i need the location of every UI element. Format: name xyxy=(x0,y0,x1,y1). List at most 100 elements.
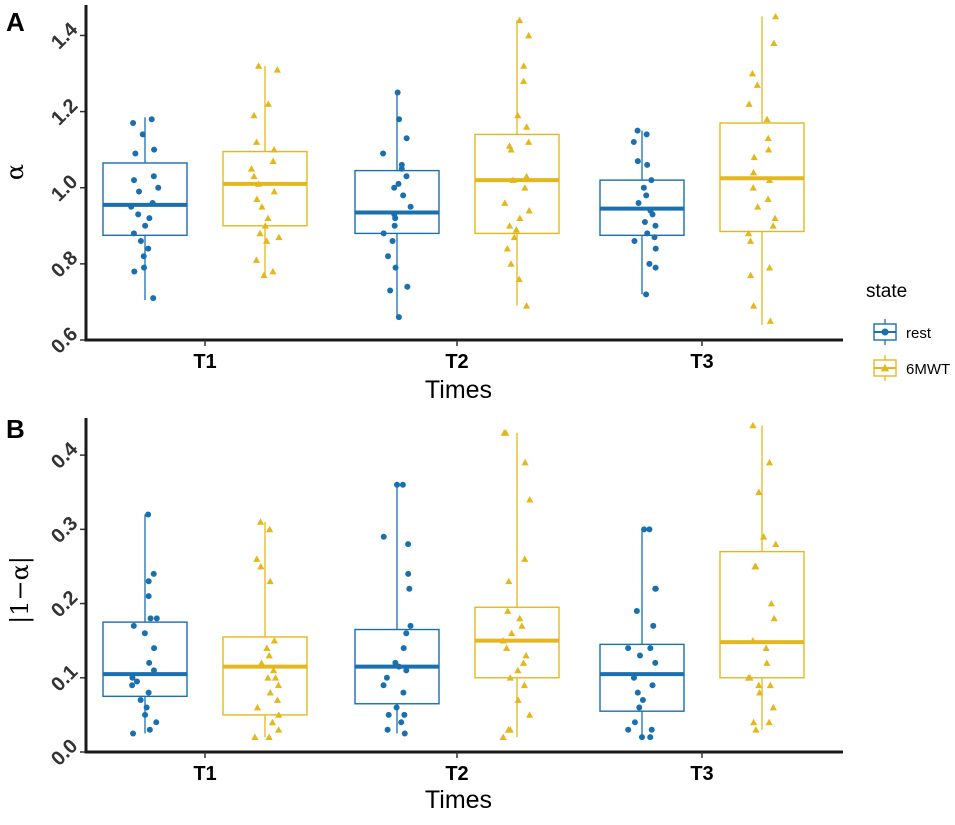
panel-a-6mwt-t3-point xyxy=(754,203,762,210)
panel-a-rest-t3-point xyxy=(652,245,659,252)
panel-a-rest-t3-point xyxy=(644,161,651,168)
panel-b-6mwt-t3-point xyxy=(772,540,780,548)
panel-a-6mwt-t2-point xyxy=(522,172,531,180)
panel-b-rest-t3-point xyxy=(625,726,632,733)
panel-b-rest-t3-box xyxy=(599,643,685,712)
panel-a-6mwt-t1-point xyxy=(250,111,258,119)
panel-a-rest-t2-point xyxy=(395,180,402,187)
panel-a-rest-t1-point xyxy=(130,230,137,237)
panel-a-rest-t1-point xyxy=(151,146,158,153)
panel-a-6mwt-t2-point xyxy=(520,77,528,85)
panel-a-rest-t2-box xyxy=(354,169,440,235)
panel-b-6mwt-t2-point xyxy=(520,681,528,689)
panel-b-6mwt-t3-point xyxy=(755,681,763,689)
panel-a-ylabel: α xyxy=(1,164,29,180)
panel-a-6mwt-t1-point xyxy=(261,222,269,229)
panel-b-6mwt-t3-point xyxy=(769,703,777,711)
panel-a-rest-t2-point xyxy=(407,203,414,210)
panel-a-6mwt-t3-point xyxy=(753,81,761,88)
panel-a-6mwt-t3-point xyxy=(749,184,757,191)
panel-a-6mwt-t3-point xyxy=(764,134,772,142)
panel-b-6mwt-t2-point xyxy=(504,726,513,733)
panel-b-6mwt-t1-point xyxy=(256,518,265,525)
panel-a-6mwt-t1-point xyxy=(269,267,277,275)
panel-a-6mwt-t3-point xyxy=(749,168,758,176)
panel-a-ytick-label: 0.8 xyxy=(47,247,82,282)
legend-label-rest: rest xyxy=(906,325,932,342)
panel-b-rest-t1-point xyxy=(150,667,157,674)
panel-a-6mwt-t3-point xyxy=(763,115,771,123)
legend-key-marker-rest xyxy=(881,328,889,336)
panel-b-rest-t1-point xyxy=(145,511,152,518)
panel-a-6mwt-t2-point xyxy=(515,275,523,282)
panel-a-rest-t3-point xyxy=(634,127,641,134)
panel-b-rest-t1-point xyxy=(129,682,136,689)
panel-b-rest-t1-point xyxy=(145,578,152,585)
panel-b-6mwt-t1-point xyxy=(266,689,274,696)
panel-a-6mwt-t1-point xyxy=(250,172,258,180)
panel-a-6mwt-t1-point xyxy=(253,195,261,203)
panel-a-rest-t1-point xyxy=(137,238,144,245)
panel-a-6mwt-t1-point xyxy=(255,62,263,69)
panel-b-6mwt-t1-point xyxy=(257,659,266,666)
panel-b-rest-t3-point xyxy=(625,645,632,652)
panel-a-rest-t2-point xyxy=(391,222,398,229)
panel-a-6mwt-t3-point xyxy=(744,229,753,237)
panel-b-6mwt-t2-point xyxy=(526,711,534,718)
panel-a-6mwt-t1-point xyxy=(269,157,277,164)
panel-b-xlabel: Times xyxy=(425,786,492,814)
panel-a-rest-t1-point xyxy=(141,264,148,271)
panel-b-6mwt-t2-point xyxy=(526,496,534,503)
panel-b-ylabel: |1−α| xyxy=(6,556,35,624)
panel-a-rest-t1-point xyxy=(131,268,138,275)
panel-a-ytick-label: 1.0 xyxy=(47,171,82,206)
panel-a-6mwt-t3-point xyxy=(771,214,779,222)
panel-b-rest-t1-point xyxy=(137,697,144,704)
panel-b-rest-t3-point xyxy=(631,719,638,726)
panel-a-6mwt-t2-point xyxy=(515,16,524,24)
panel-b: B 0.0 0.1 0.2 0.3 0.4 T1 T2 T3 Times |1−α| xyxy=(6,414,843,814)
panel-a-rest-t1-point xyxy=(145,245,152,252)
panel-a-rest-t1-point xyxy=(140,253,147,260)
panel-b-6mwt-t3-point xyxy=(749,637,757,644)
panel-b-rest-t2-point xyxy=(380,682,387,689)
panel-a-rest-t1-point xyxy=(128,203,135,210)
panel-a-xtick-label: T2 xyxy=(445,351,468,373)
panel-b-6mwt-t3-point xyxy=(752,562,760,570)
panel-a-rest-t2-point xyxy=(387,287,394,294)
panel-b-rest-t2-point xyxy=(401,730,408,737)
panel-b-rest-t3-point xyxy=(648,726,655,733)
panel-a-6mwt-t1-point xyxy=(270,187,278,195)
panel-b-rest-t1-point xyxy=(153,615,160,622)
panel-a-6mwt-t3-point xyxy=(765,264,774,271)
panel-b-6mwt-t1-point xyxy=(253,703,262,711)
panel-b-6mwt-t3-point xyxy=(766,681,774,689)
panel-a-rest-t1-box xyxy=(102,162,188,237)
panel-a-6mwt-t1-point xyxy=(258,203,266,210)
panel-a-rest-t3-point xyxy=(640,184,647,191)
panel-b-6mwt-t2-point xyxy=(499,637,507,644)
panel-b-6mwt-t3-point xyxy=(762,644,770,651)
panel-a-6mwt-t2-point xyxy=(510,233,518,241)
panel-b-rest-t2-point xyxy=(406,585,413,592)
panel-b-6mwt-t1-point xyxy=(264,674,272,681)
panel-a-rest-t3-point xyxy=(643,131,650,138)
panel-a-rest-t1-point xyxy=(150,173,157,180)
panel-a-6mwt-t2-point xyxy=(509,176,517,183)
panel-b-rest-t2-point xyxy=(400,689,407,696)
panel-a-6mwt-t1-point xyxy=(252,256,261,263)
panel-b-rest-t2-point xyxy=(393,704,400,711)
panel-a-rest-t2-point xyxy=(389,238,396,245)
panel-b-6mwt-t2-point xyxy=(505,577,513,585)
panel-a-6mwt-t1-box xyxy=(222,150,308,227)
panel-a-6mwt-t3-point xyxy=(746,237,755,244)
panel-b-rest-t3-point xyxy=(649,682,656,689)
panel-b-6mwt-t3-point xyxy=(755,689,764,696)
legend-items: rest 6MWT xyxy=(870,317,950,383)
panel-a-rest-t3-point xyxy=(631,238,638,245)
panel-b-rest-t1-point xyxy=(147,615,154,622)
panel-a-6mwt-t2-point xyxy=(525,206,533,214)
panel-b-6mwt-t1-point xyxy=(275,711,283,718)
panel-a-6mwt-t2-point xyxy=(507,260,515,267)
legend-key-marker-6mwt xyxy=(880,363,890,372)
